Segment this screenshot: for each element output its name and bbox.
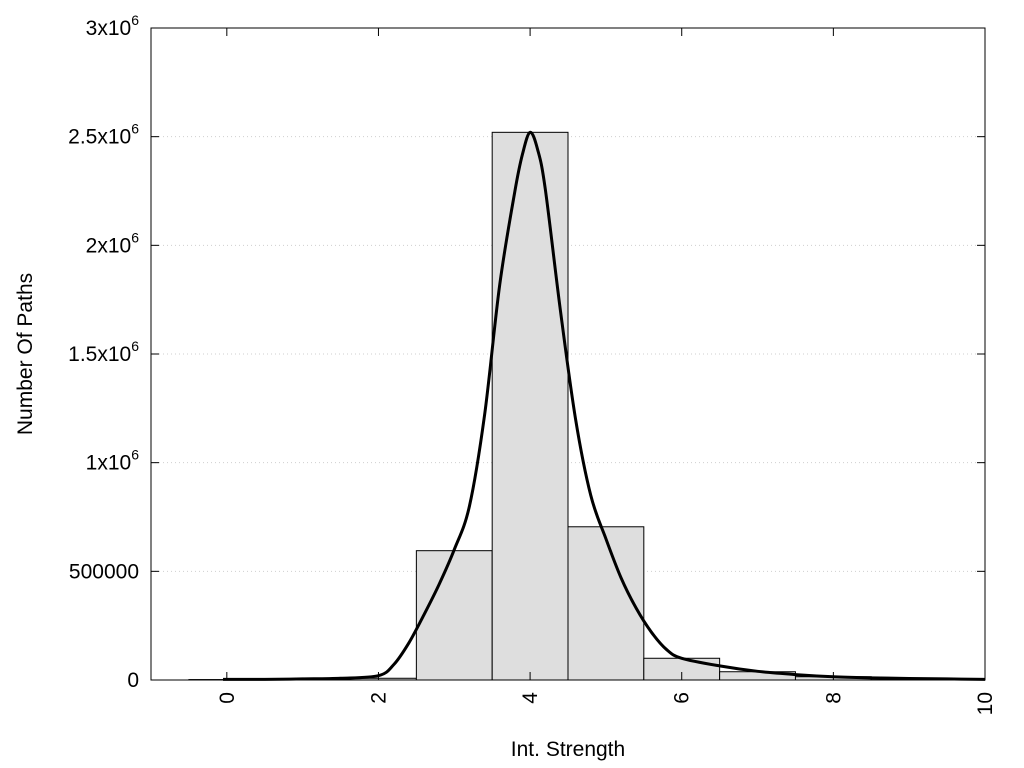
x-tick-label-1: 2 bbox=[367, 692, 390, 704]
x-axis-label: Int. Strength bbox=[511, 738, 625, 761]
axis-ticks: 0 500000 1x106 1.5x106 2x106 2.5x106 3x106 0 2 4 6… bbox=[68, 12, 997, 715]
x-tick-label-5: 10 bbox=[974, 692, 997, 715]
x-tick-label-2: 4 bbox=[519, 692, 542, 704]
y-tick-label-4: 2x106 bbox=[86, 229, 140, 257]
bars bbox=[188, 131, 986, 681]
y-tick-label-5: 2.5x106 bbox=[68, 121, 139, 149]
bar-4 bbox=[491, 131, 569, 681]
y-tick-label-6: 3x106 bbox=[86, 12, 140, 40]
y-axis-label: Number Of Paths bbox=[14, 273, 37, 435]
bar-5 bbox=[567, 526, 645, 681]
x-tick-label-4: 8 bbox=[822, 692, 845, 704]
y-tick-label-2: 1x106 bbox=[86, 447, 140, 475]
bar-3 bbox=[415, 550, 493, 681]
y-tick-label-1: 500000 bbox=[69, 560, 139, 583]
x-tick-label-3: 6 bbox=[671, 692, 694, 704]
y-tick-label-3: 1.5x106 bbox=[68, 338, 139, 366]
y-tick-label-0: 0 bbox=[127, 669, 139, 692]
fit-curve bbox=[223, 130, 986, 681]
x-tick-label-0: 0 bbox=[216, 692, 239, 704]
